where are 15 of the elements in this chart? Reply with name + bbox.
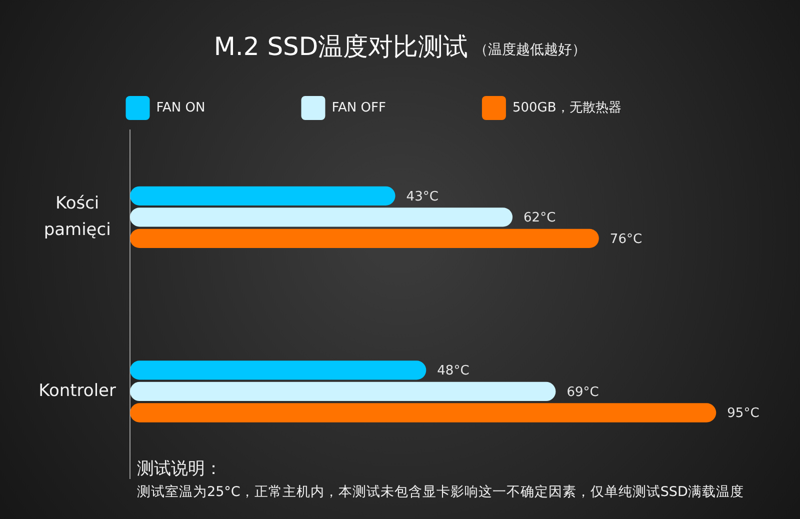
data-label: 62°C <box>524 210 556 226</box>
legend-label: FAN ON <box>156 100 206 116</box>
text: 测试室温为25°C，正常主机内，本测试未包含显卡影响这一不确定因素，仅单纯测试SSD满载温度 <box>137 484 744 500</box>
data-label: 69°C <box>566 384 599 400</box>
legend-label: FAN OFF <box>332 100 386 116</box>
y-tick-label: Kontroler <box>38 380 116 401</box>
chart-subtitle: （温度越低越好） <box>474 42 586 58</box>
data-label: 43°C <box>406 189 438 204</box>
chart-title: M.2 SSD温度对比测试 <box>214 32 468 61</box>
y-tick-label: Kości pamięci <box>44 193 111 240</box>
annotation: 测试说明： <box>137 459 222 479</box>
data-label: 76°C <box>610 232 642 247</box>
data-label: 95°C <box>727 406 760 422</box>
legend-label: 500GB，无散热器 <box>512 100 622 116</box>
data-label: 48°C <box>437 364 470 379</box>
